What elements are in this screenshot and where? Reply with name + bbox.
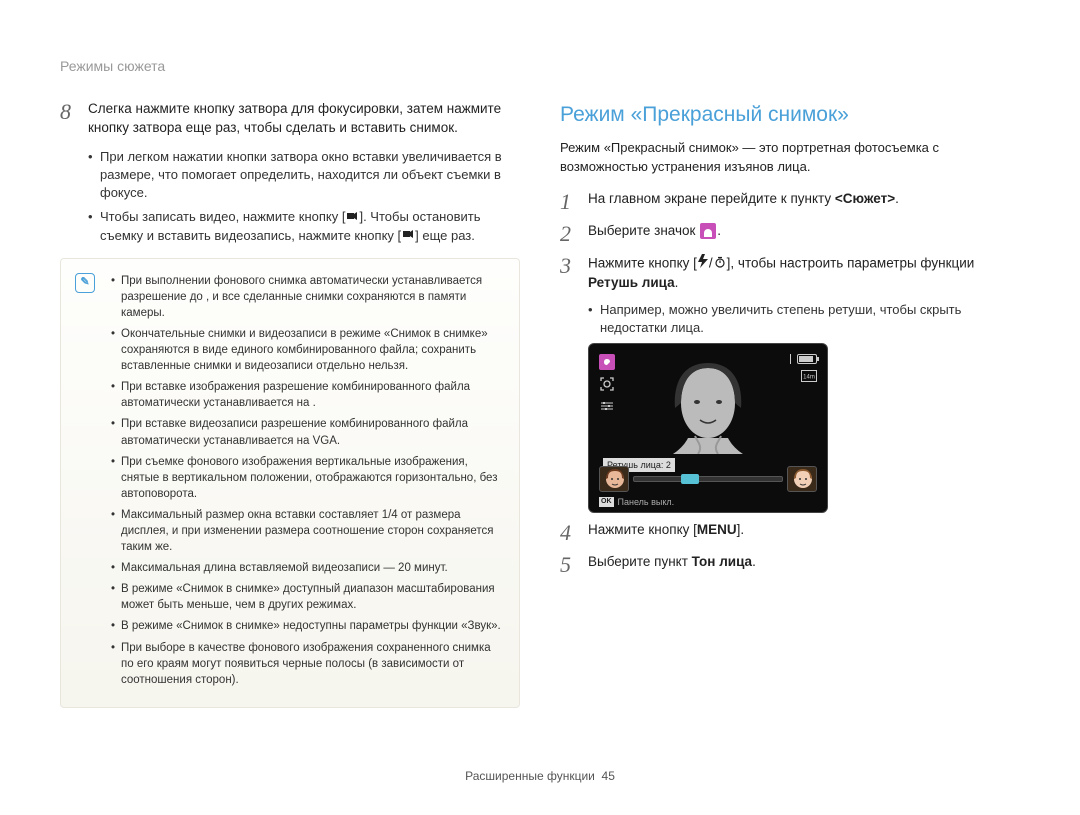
step-3-sublist: Например, можно увеличить степень ретуши… [588,301,1020,337]
preview-footer: OK Панель выкл. [599,496,674,509]
note-box: ✎ При выполнении фонового снимка автомат… [60,258,520,708]
ok-badge: OK [599,497,614,507]
svg-text:14m: 14m [803,375,815,381]
note-item: При съемке фонового изображения вертикал… [111,454,505,502]
mode-icon [599,354,615,370]
note-item: В режиме «Снимок в снимке» недоступны па… [111,618,505,634]
section-title: Режим «Прекрасный снимок» [560,100,1020,129]
step-8-sublist: При легком нажатии кнопки затвора окно в… [88,148,520,246]
page-footer: Расширенные функции 45 [465,768,615,785]
divider [790,354,791,364]
step-number: 1 [560,190,578,214]
thumbnail-row [599,466,817,492]
note-item: Окончательные снимки и видеозаписи в реж… [111,326,505,374]
footer-text: Панель выкл. [618,496,675,509]
size-icon: 14m [801,370,817,387]
step-1: 1 На главном экране перейдите к пункту <… [560,190,1020,214]
battery-icon [797,354,817,364]
section-description: Режим «Прекрасный снимок» — это портретн… [560,139,1020,175]
camera-preview: 14m Ретушь лица: 2 [588,343,828,513]
beauty-shot-icon [700,223,716,239]
flash-icon [698,254,708,274]
record-icon [346,209,358,227]
step-number: 2 [560,222,578,246]
preview-left-icons [599,354,615,414]
step-5: 5 Выберите пункт Тон лица. [560,553,1020,577]
face-illustration [643,358,773,454]
face-thumb-left [599,466,629,492]
step-number: 8 [60,100,78,138]
step-number: 4 [560,521,578,545]
step-4: 4 Нажмите кнопку [MENU]. [560,521,1020,545]
breadcrumb: Режимы сюжета [60,57,165,77]
right-column: Режим «Прекрасный снимок» Режим «Прекрас… [560,55,1020,708]
timer-icon [714,255,726,274]
note-item: Максимальный размер окна вставки составл… [111,507,505,555]
face-thumb-right [787,466,817,492]
left-column: 8 Слегка нажмите кнопку затвора для фоку… [60,55,520,708]
focus-icon [599,376,615,392]
step-number: 3 [560,254,578,293]
retouch-slider[interactable] [633,476,783,482]
slider-handle[interactable] [681,474,699,484]
note-icon: ✎ [75,273,95,293]
note-item: В режиме «Снимок в снимке» доступный диа… [111,581,505,613]
note-item: Максимальная длина вставляемой видеозапи… [111,560,505,576]
note-item: При вставке изображения разрешение комби… [111,379,505,411]
step-2: 2 Выберите значок . [560,222,1020,246]
sub-bullet: Например, можно увеличить степень ретуши… [588,301,1020,337]
step-text: Слегка нажмите кнопку затвора для фокуси… [88,100,520,138]
step-8: 8 Слегка нажмите кнопку затвора для фоку… [60,100,520,138]
adjust-icon [599,398,615,414]
note-item: При выборе в качестве фонового изображен… [111,640,505,688]
step-number: 5 [560,553,578,577]
sub-bullet: При легком нажатии кнопки затвора окно в… [88,148,520,203]
record-icon [402,227,414,245]
sub-bullet: Чтобы записать видео, нажмите кнопку [].… [88,208,520,245]
note-item: При выполнении фонового снимка автоматич… [111,273,505,321]
note-item: При вставке видеозаписи разрешение комби… [111,416,505,448]
preview-right-icons: 14m [790,354,817,387]
step-3: 3 Нажмите кнопку [/], чтобы настроить па… [560,254,1020,293]
